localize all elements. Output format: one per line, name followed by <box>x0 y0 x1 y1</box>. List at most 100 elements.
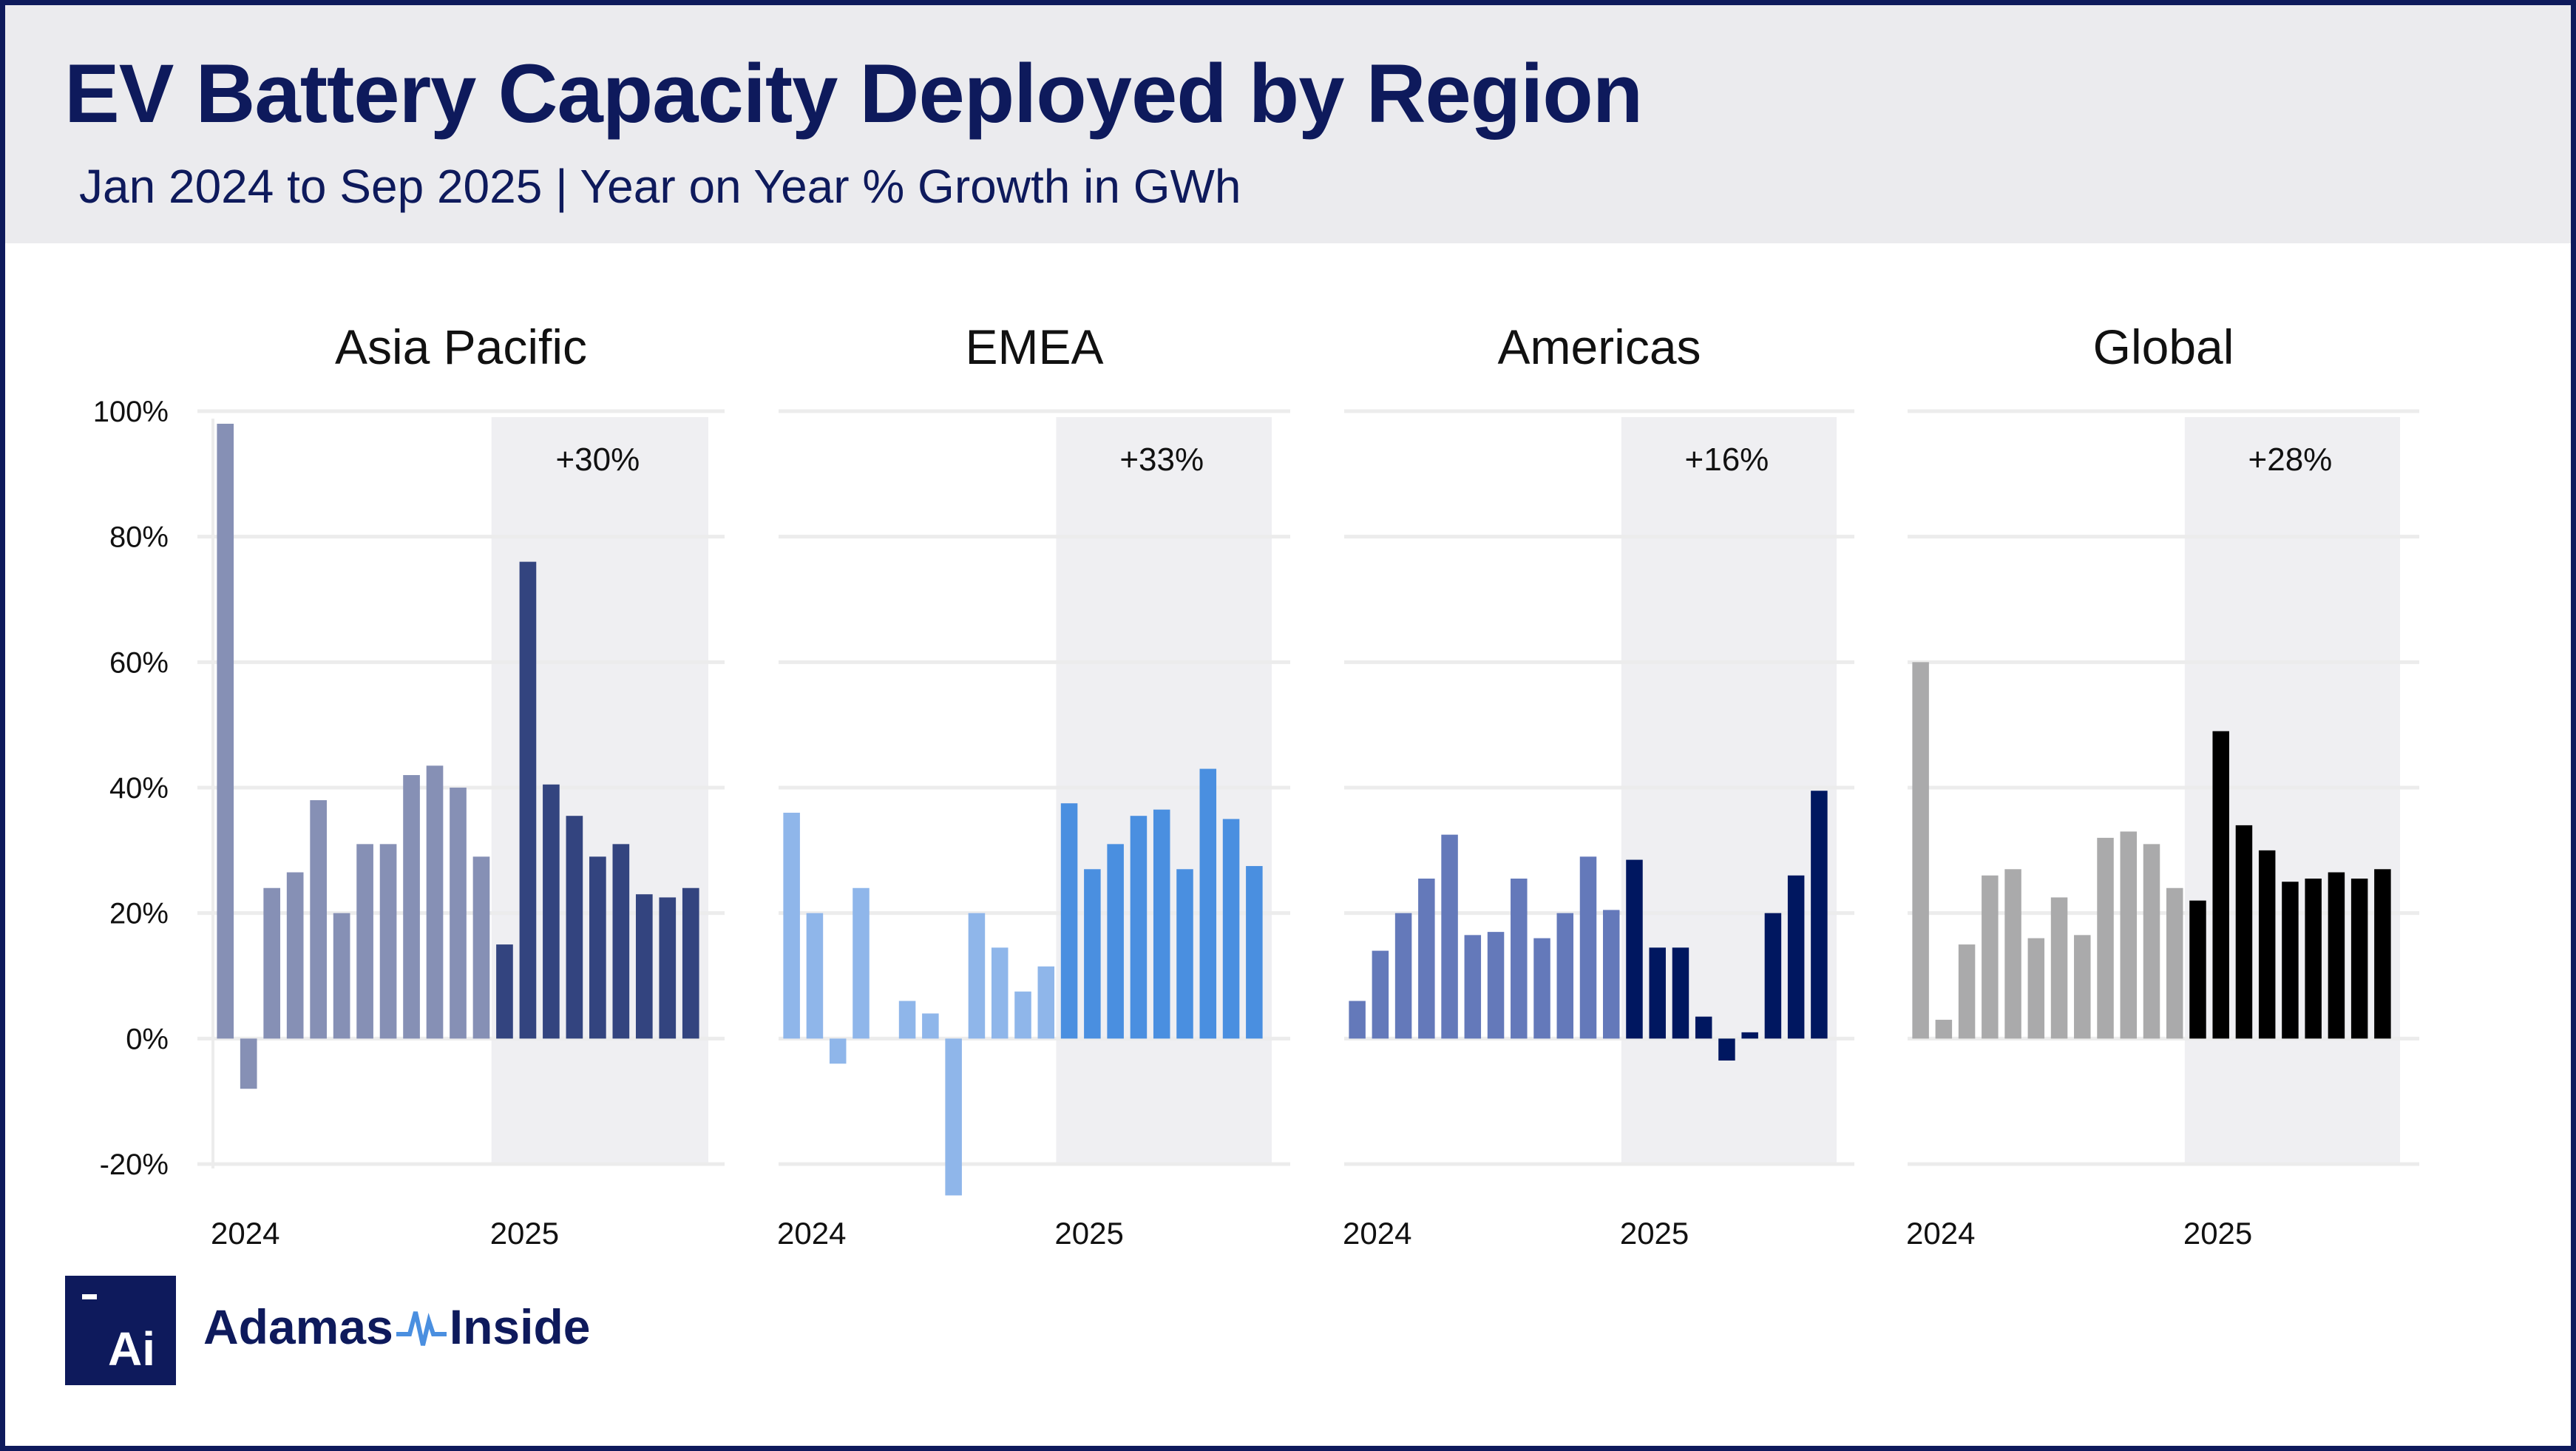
bar <box>2212 731 2229 1039</box>
panel-title: EMEA <box>965 319 1103 374</box>
bar <box>1372 950 1389 1039</box>
panel-title: Asia Pacific <box>335 319 587 374</box>
bar <box>2027 938 2045 1039</box>
bar <box>682 887 699 1039</box>
bar <box>1672 947 1689 1039</box>
bar <box>2074 935 2091 1039</box>
highlight-band <box>1056 417 1272 1166</box>
bar <box>519 561 537 1039</box>
bar <box>968 913 986 1039</box>
bar <box>217 423 234 1039</box>
y-tick-label: -20% <box>100 1149 169 1181</box>
logo-text: Ai <box>108 1322 155 1376</box>
bar <box>1602 910 1620 1039</box>
bar <box>829 1038 847 1064</box>
bar <box>612 844 630 1039</box>
bar <box>566 816 583 1039</box>
bar <box>783 812 800 1039</box>
bar <box>1014 991 1031 1039</box>
x-tick-label: 2025 <box>1054 1216 1123 1251</box>
bar <box>1441 834 1458 1039</box>
y-tick-label: 0% <box>126 1023 169 1055</box>
bar <box>1084 869 1101 1039</box>
x-tick-label: 2025 <box>1620 1216 1689 1251</box>
bar <box>1511 879 1528 1039</box>
bar <box>1958 944 1976 1039</box>
bar <box>263 887 281 1039</box>
x-tick-label: 2024 <box>1343 1216 1411 1251</box>
y-tick-label: 100% <box>93 396 169 428</box>
bar <box>2166 887 2183 1039</box>
bar <box>1222 819 1240 1039</box>
panel-asia-pacific: 100% 80% 60% 40% 20% 0% -20% Asia Pacific +30% 20… <box>93 319 725 1251</box>
x-tick-label: 2024 <box>1906 1216 1975 1251</box>
bar <box>286 872 304 1039</box>
logo-dash <box>82 1294 97 1299</box>
bar <box>1764 913 1782 1039</box>
pulse-icon <box>396 1311 447 1346</box>
x-tick-label: 2025 <box>490 1216 559 1251</box>
bar <box>426 765 444 1039</box>
bar <box>2350 879 2368 1039</box>
bar <box>2258 850 2276 1039</box>
bar <box>1787 875 1805 1039</box>
growth-label: +33% <box>1119 442 1204 478</box>
x-tick-label: 2025 <box>2183 1216 2252 1251</box>
bar <box>922 1013 939 1039</box>
bar <box>403 775 420 1039</box>
bar <box>2120 831 2138 1039</box>
bar <box>589 856 606 1039</box>
header: EV Battery Capacity Deployed by Region J… <box>5 5 2571 243</box>
growth-label: +30% <box>555 442 640 478</box>
y-tick-label: 80% <box>109 521 169 554</box>
bar <box>1935 1019 1953 1039</box>
bar <box>1394 913 1412 1039</box>
bar <box>2374 869 2391 1039</box>
bar <box>310 799 327 1039</box>
bar <box>356 844 373 1039</box>
y-tick-label: 20% <box>109 898 169 930</box>
page-subtitle: Jan 2024 to Sep 2025 | Year on Year % Gr… <box>79 160 1241 213</box>
bar <box>1912 662 1929 1039</box>
bar <box>1246 866 1263 1039</box>
bar <box>1487 932 1505 1039</box>
bar <box>2050 897 2068 1039</box>
bar <box>1649 947 1666 1039</box>
bar <box>659 897 677 1039</box>
page-title: EV Battery Capacity Deployed by Region <box>64 47 1643 140</box>
panel-americas: Americas +16% 2024 2025 <box>1343 319 1854 1251</box>
bar <box>450 788 467 1039</box>
bar <box>2328 872 2345 1039</box>
bar <box>991 947 1009 1039</box>
y-tick-label: 40% <box>109 772 169 805</box>
brand-name: Adamas Inside <box>203 1299 591 1355</box>
bar <box>2305 879 2322 1039</box>
x-tick-label: 2024 <box>211 1216 279 1251</box>
bar <box>1418 879 1435 1039</box>
growth-label: +16% <box>1685 442 1769 478</box>
bar <box>2004 869 2021 1039</box>
bar <box>635 894 653 1039</box>
bar <box>853 887 870 1039</box>
bar <box>379 844 397 1039</box>
bar <box>1533 938 1550 1039</box>
brand-name-left: Adamas <box>203 1299 393 1354</box>
bar <box>2235 825 2253 1039</box>
y-tick-label: 60% <box>109 646 169 679</box>
adamas-logo: Ai <box>65 1276 176 1385</box>
bar <box>1811 791 1828 1039</box>
panel-title: Americas <box>1497 319 1701 374</box>
bar <box>496 944 513 1039</box>
panel-global: Global +28% 2024 2025 <box>1906 319 2419 1251</box>
bar <box>2189 900 2206 1039</box>
bar <box>1060 803 1078 1039</box>
bar <box>2097 837 2114 1039</box>
bar <box>806 913 824 1039</box>
bar <box>1199 768 1217 1039</box>
bar <box>472 856 490 1039</box>
bar <box>333 913 350 1039</box>
bar <box>945 1038 962 1196</box>
bar <box>1718 1038 1735 1061</box>
